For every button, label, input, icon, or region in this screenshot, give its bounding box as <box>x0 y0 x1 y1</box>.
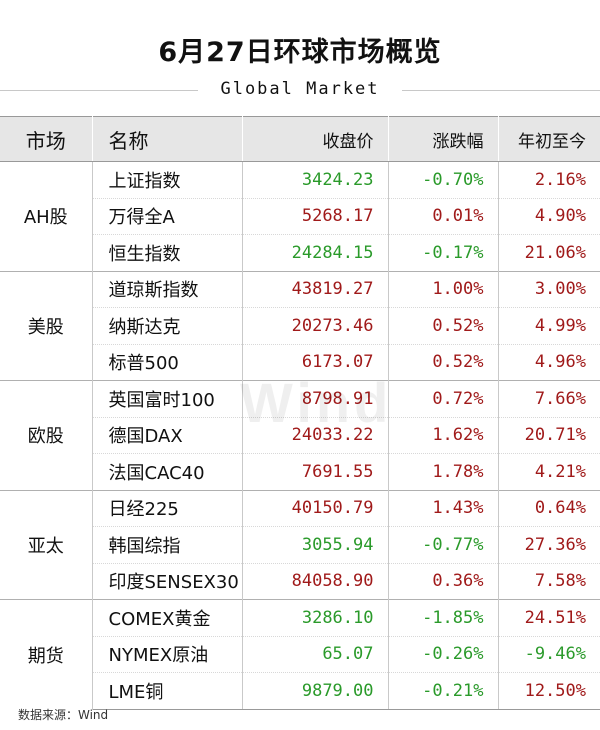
market-group-cell: 美股 <box>0 270 93 381</box>
close-price-cell: 24284.15 <box>242 234 389 271</box>
close-price-cell: 20273.46 <box>242 307 389 344</box>
ytd-pct-cell: 27.36% <box>498 526 600 563</box>
ytd-pct-cell: 3.00% <box>498 270 600 308</box>
ytd-pct-cell: 0.64% <box>498 489 600 527</box>
ytd-pct-cell: 7.66% <box>498 380 600 417</box>
ytd-pct-cell: -9.46% <box>498 635 600 673</box>
close-price-cell: 3424.23 <box>242 161 389 198</box>
index-name-cell: 上证指数 <box>92 161 243 198</box>
table-row: 万得全A 5268.17 0.01% 4.90% <box>0 197 600 235</box>
ytd-pct-cell: 4.90% <box>498 197 600 235</box>
index-name-cell: 日经225 <box>92 489 243 527</box>
table-row: 美股 道琼斯指数 43819.27 1.00% 3.00% <box>0 270 600 381</box>
close-price-cell: 3055.94 <box>242 526 389 563</box>
change-pct-cell: 1.00% <box>388 270 499 308</box>
column-header-ytd: 年初至今 <box>498 116 600 162</box>
subtitle-divider-right <box>402 90 600 91</box>
column-header-change: 涨跌幅 <box>388 116 499 162</box>
ytd-pct-cell: 20.71% <box>498 416 600 454</box>
change-pct-cell: 1.62% <box>388 416 499 454</box>
table-row: 纳斯达克 20273.46 0.52% 4.99% <box>0 307 600 344</box>
change-pct-cell: -0.70% <box>388 161 499 198</box>
table-header-row: 市场 名称 收盘价 涨跌幅 年初至今 <box>0 116 600 162</box>
close-price-cell: 8798.91 <box>242 380 389 417</box>
close-price-cell: 24033.22 <box>242 416 389 454</box>
market-table: 市场 名称 收盘价 涨跌幅 年初至今 AH股 上证指数 3424.23 -0.70% 2… <box>0 116 600 710</box>
change-pct-cell: 1.78% <box>388 453 499 490</box>
close-price-cell: 84058.90 <box>242 562 389 600</box>
index-name-cell: COMEX黄金 <box>92 599 243 636</box>
ytd-pct-cell: 4.96% <box>498 343 600 381</box>
column-header-market: 市场 <box>0 116 93 162</box>
ytd-pct-cell: 21.06% <box>498 234 600 271</box>
index-name-cell: 韩国综指 <box>92 526 243 563</box>
change-pct-cell: 0.36% <box>388 562 499 600</box>
page-subtitle: Global Market <box>220 79 380 99</box>
table-row: 法国CAC40 7691.55 1.78% 4.21% <box>0 453 600 490</box>
ytd-pct-cell: 12.50% <box>498 672 600 710</box>
index-name-cell: 恒生指数 <box>92 234 243 271</box>
table-row: 恒生指数 24284.15 -0.17% 21.06% <box>0 234 600 271</box>
table-row: 欧股 英国富时100 8798.91 0.72% 7.66% <box>0 380 600 490</box>
table-row: 德国DAX 24033.22 1.62% 20.71% <box>0 416 600 454</box>
ytd-pct-cell: 24.51% <box>498 599 600 636</box>
table-row: 期货 COMEX黄金 3286.10 -1.85% 24.51% <box>0 599 600 709</box>
index-name-cell: 英国富时100 <box>92 380 243 417</box>
close-price-cell: 3286.10 <box>242 599 389 636</box>
index-name-cell: NYMEX原油 <box>92 635 243 673</box>
market-group-cell: 期货 <box>0 599 93 709</box>
index-name-cell: 印度SENSEX30 <box>92 562 243 600</box>
column-header-name: 名称 <box>92 116 243 162</box>
index-name-cell: LME铜 <box>92 672 243 710</box>
change-pct-cell: 0.72% <box>388 380 499 417</box>
market-group-cell: AH股 <box>0 161 93 271</box>
table-row: 亚太 日经225 40150.79 1.43% 0.64% <box>0 489 600 600</box>
index-name-cell: 万得全A <box>92 197 243 235</box>
ytd-pct-cell: 2.16% <box>534 169 586 190</box>
index-name-cell: 德国DAX <box>92 416 243 454</box>
close-price-cell: 9879.00 <box>242 672 389 710</box>
close-price-cell: 6173.07 <box>242 343 389 381</box>
change-pct-cell: 1.43% <box>388 489 499 527</box>
table-row: 韩国综指 3055.94 -0.77% 27.36% <box>0 526 600 563</box>
index-name-cell: 标普500 <box>92 343 243 381</box>
close-price-cell: 7691.55 <box>242 453 389 490</box>
ytd-pct-cell: 4.21% <box>498 453 600 490</box>
data-source-note: 数据来源：Wind <box>18 708 109 722</box>
close-price-cell: 40150.79 <box>242 489 389 527</box>
market-group-cell: 亚太 <box>0 489 93 600</box>
change-pct-cell: 0.52% <box>388 307 499 344</box>
market-group-cell: 欧股 <box>0 380 93 490</box>
table-row: LME铜 9879.00 -0.21% 12.50% <box>0 672 600 710</box>
change-pct-cell: -0.77% <box>388 526 499 563</box>
table-row: 印度SENSEX30 84058.90 0.36% 7.58% <box>0 562 600 600</box>
change-pct-cell: 0.01% <box>388 197 499 235</box>
change-pct-cell: -1.85% <box>388 599 499 636</box>
ytd-pct-cell: 4.99% <box>498 307 600 344</box>
table-body: AH股 上证指数 3424.23 -0.70% 2.16% 万得全A 5268.17 0.01… <box>0 161 600 710</box>
change-pct-cell: -0.21% <box>388 672 499 710</box>
column-header-close: 收盘价 <box>242 116 389 162</box>
change-pct-cell: -0.17% <box>388 234 499 271</box>
close-price-cell: 5268.17 <box>242 197 389 235</box>
table-row: AH股 上证指数 3424.23 -0.70% 2.16% <box>0 161 600 271</box>
subtitle-divider-left <box>0 90 198 91</box>
page-title: 6月27日环球市场概览 <box>158 37 442 68</box>
change-pct-cell: -0.26% <box>388 635 499 673</box>
index-name-cell: 纳斯达克 <box>92 307 243 344</box>
index-name-cell: 法国CAC40 <box>92 453 243 490</box>
change-pct-cell: 0.52% <box>388 343 499 381</box>
close-price-cell: 65.07 <box>242 635 389 673</box>
index-name-cell: 道琼斯指数 <box>92 270 243 308</box>
wind-watermark: Wind <box>240 371 393 434</box>
table-row: NYMEX原油 65.07 -0.26% -9.46% <box>0 635 600 673</box>
ytd-pct-cell: 7.58% <box>498 562 600 600</box>
close-price-cell: 43819.27 <box>242 270 389 308</box>
table-row: 标普500 6173.07 0.52% 4.96% <box>0 343 600 381</box>
